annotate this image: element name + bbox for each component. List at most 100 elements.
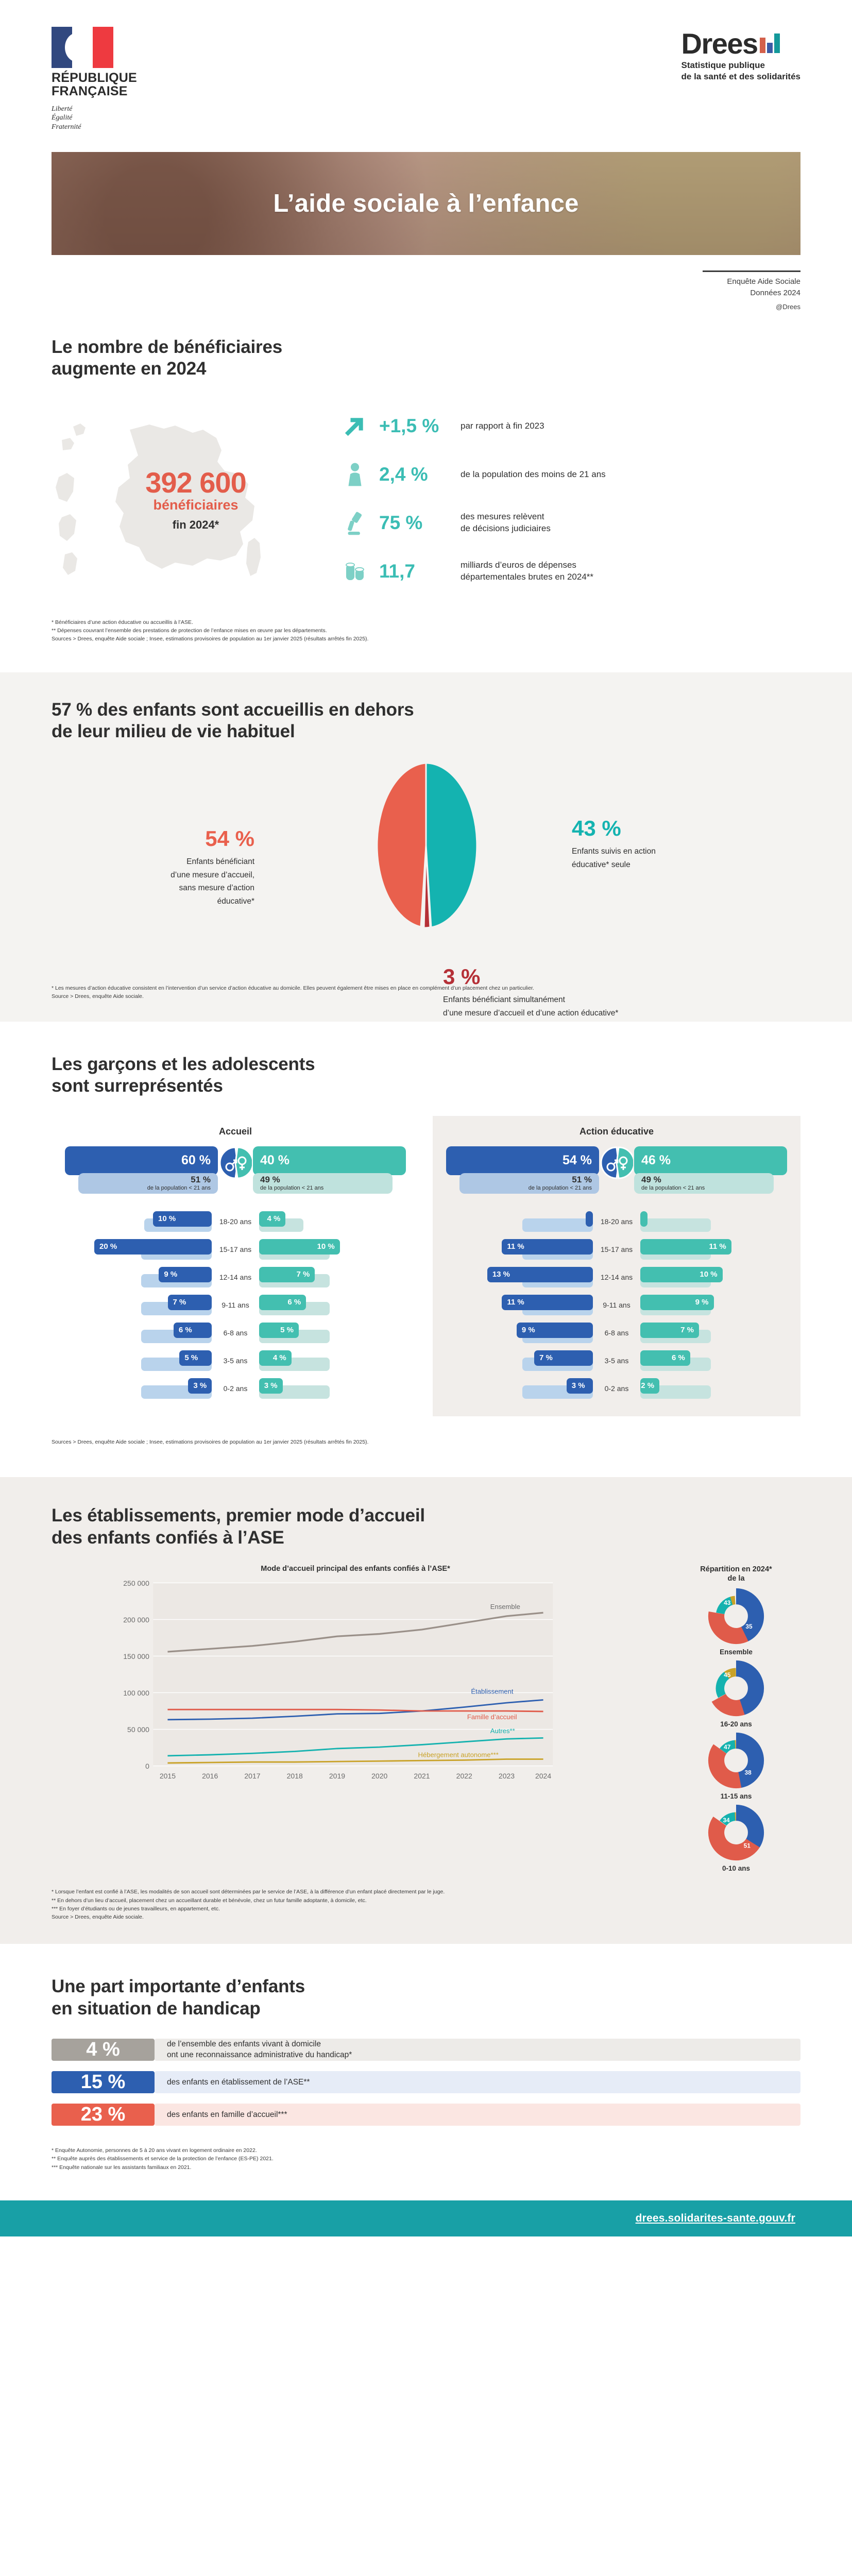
donuts-panel: Répartition en 2024* de la 43 35 Ensembl… [672, 1565, 800, 1873]
donut-block: 45 16-20 ans [672, 1660, 800, 1728]
pie-label-accueil: 54 % Enfants bénéficiant d’une mesure d’… [84, 826, 254, 908]
bar-male: 5 % [179, 1350, 212, 1366]
bar-male: 9 % [159, 1266, 212, 1282]
section5-notes: * Enquête Autonomie, personnes de 5 à 20… [52, 2146, 800, 2172]
page-header: RÉPUBLIQUE FRANÇAISE Liberté Égalité Fra… [0, 0, 852, 131]
gender-symbols-icon [219, 1146, 254, 1179]
infographic-page: RÉPUBLIQUE FRANÇAISE Liberté Égalité Fra… [0, 0, 852, 2236]
republic-title: RÉPUBLIQUE FRANÇAISE [52, 71, 137, 99]
ghost-bar-female [640, 1218, 711, 1232]
donuts-title: Répartition en 2024* de la [700, 1565, 772, 1583]
section5-title: Une part importante d’enfants en situati… [52, 1976, 305, 2019]
bar-female: 9 % [640, 1294, 714, 1310]
line-chart-panel: Mode d’accueil principal des enfants con… [52, 1565, 659, 1873]
population-caption: de la population < 21 ans [528, 1185, 592, 1192]
bar-male: 10 % [153, 1211, 212, 1227]
bar-female: 11 % [640, 1239, 731, 1255]
sources-note: Source > Drees, enquête Aide sociale. [52, 993, 144, 1000]
age-bar-row: 5 % 3-5 ans 4 % [65, 1350, 406, 1371]
sources-note: Sources > Drees, enquête Aide sociale ; … [52, 636, 369, 642]
drees-wordmark: Drees [681, 27, 759, 60]
footnote: * Enquête Autonomie, personnes de 5 à 20… [52, 2147, 257, 2154]
age-bar-row: 10 % 18-20 ans 4 % [65, 1211, 406, 1232]
svg-text:38: 38 [745, 1769, 752, 1776]
age-label: 3-5 ans [604, 1356, 629, 1365]
age-label: 0-2 ans [223, 1384, 248, 1393]
age-label: 12-14 ans [219, 1273, 252, 1281]
donut-chart-ensemble: 43 35 [708, 1588, 764, 1645]
section4-notes: * Lorsque l’enfant est confié à l’ASE, l… [52, 1888, 800, 1921]
svg-text:2021: 2021 [414, 1771, 430, 1780]
pie-label-both: 3 % Enfants bénéficiant simultanément d’… [443, 964, 711, 1020]
handicap-value: 15 % [52, 2071, 155, 2094]
stat-value: 11,7 [379, 560, 415, 582]
stat-value: +1,5 % [379, 415, 439, 436]
gender-summary: 60 % 51 % de la population < 21 ans [65, 1146, 406, 1196]
accueil-female-total: 40 % [260, 1153, 289, 1168]
age-bar-row: 11 % 15-17 ans 11 % [446, 1239, 787, 1260]
meta-credit: @Drees [776, 302, 800, 311]
ae-male-total: 54 % [563, 1153, 592, 1168]
age-label: 18-20 ans [219, 1217, 252, 1226]
section-pie-distribution: 57 % des enfants sont accueillis en deho… [0, 672, 852, 1022]
accueil-male-pop: 51 % [191, 1175, 211, 1185]
beneficiaries-count: 392 600 [145, 466, 246, 499]
age-bar-row: 20 % 15-17 ans 10 % [65, 1239, 406, 1260]
bar-male: 7 % [534, 1350, 593, 1366]
section-accueil-modes: Les établissements, premier mode d’accue… [0, 1477, 852, 1944]
svg-text:2023: 2023 [499, 1771, 515, 1780]
bar-male: 9 % [516, 1322, 593, 1338]
donut-block: 47 38 11-15 ans [672, 1732, 800, 1800]
bar-male: 6 % [173, 1322, 212, 1338]
section3-notes: Sources > Drees, enquête Aide sociale ; … [52, 1438, 800, 1446]
donut-block: 34 51 0-10 ans [672, 1804, 800, 1872]
svg-text:2024: 2024 [535, 1771, 551, 1780]
panel-title: Action éducative [579, 1126, 654, 1137]
age-label: 6-8 ans [223, 1328, 248, 1337]
meta-divider [703, 270, 800, 272]
population-caption: de la population < 21 ans [147, 1185, 211, 1192]
pie-value-54: 54 % [205, 826, 254, 851]
hero-banner-image: L’aide sociale à l’enfance [52, 152, 800, 255]
age-bar-row: 3 % 0-2 ans 3 % [65, 1378, 406, 1399]
person-icon [340, 460, 370, 489]
section2-title: 57 % des enfants sont accueillis en deho… [52, 699, 414, 742]
svg-text:2017: 2017 [244, 1771, 260, 1780]
svg-text:2016: 2016 [202, 1771, 218, 1780]
svg-text:Autres**: Autres** [490, 1727, 515, 1735]
svg-text:51: 51 [744, 1842, 751, 1850]
bar-male [585, 1211, 593, 1227]
meta-survey-name: Enquête Aide Sociale [727, 277, 800, 286]
age-bar-row: 9 % 6-8 ans 7 % [446, 1322, 787, 1343]
section-gender-age: Les garçons et les adolescents sont surr… [0, 1022, 852, 1447]
stat-text: par rapport à fin 2023 [461, 420, 544, 431]
svg-text:34: 34 [723, 1817, 730, 1824]
footer-website-link[interactable]: drees.solidarites-sante.gouv.fr [635, 2212, 795, 2224]
stat-value: 75 % [379, 512, 423, 533]
stat-row: 11,7 milliards d’euros de dépenses dépar… [340, 556, 800, 586]
stat-row: 75 % des mesures relèvent de décisions j… [340, 508, 800, 538]
gavel-icon [340, 508, 370, 538]
bar-male: 7 % [167, 1294, 212, 1310]
svg-text:35: 35 [745, 1623, 753, 1630]
svg-text:250 000: 250 000 [123, 1579, 149, 1587]
section2-notes: * Les mesures d’action éducative consist… [52, 984, 800, 1001]
age-label: 18-20 ans [600, 1217, 633, 1226]
age-bar-row: 9 % 12-14 ans 7 % [65, 1266, 406, 1287]
age-bar-row: 7 % 9-11 ans 6 % [65, 1294, 406, 1315]
age-label: 0-2 ans [604, 1384, 629, 1393]
age-label: 12-14 ans [600, 1273, 633, 1281]
france-map-icon [56, 423, 261, 576]
meta-data-year: Données 2024 [750, 288, 800, 297]
handicap-row: 15 % des enfants en établissement de l’A… [52, 2071, 800, 2094]
svg-text:Famille d’accueil: Famille d’accueil [467, 1713, 517, 1720]
bar-female: 7 % [259, 1266, 315, 1282]
ae-female-total: 46 % [641, 1153, 671, 1168]
ae-age-bars: 18-20 ans 11 % 15-17 ans 11 % 13 % 12-14… [446, 1211, 787, 1399]
footnote: * Bénéficiaires d’une action éducative o… [52, 619, 193, 625]
ae-male-pop: 51 % [572, 1175, 592, 1185]
svg-text:47: 47 [724, 1743, 731, 1751]
age-label: 9-11 ans [603, 1300, 631, 1309]
sources-note: Sources > Drees, enquête Aide sociale ; … [52, 1438, 369, 1445]
gender-symbols-icon [600, 1146, 635, 1179]
